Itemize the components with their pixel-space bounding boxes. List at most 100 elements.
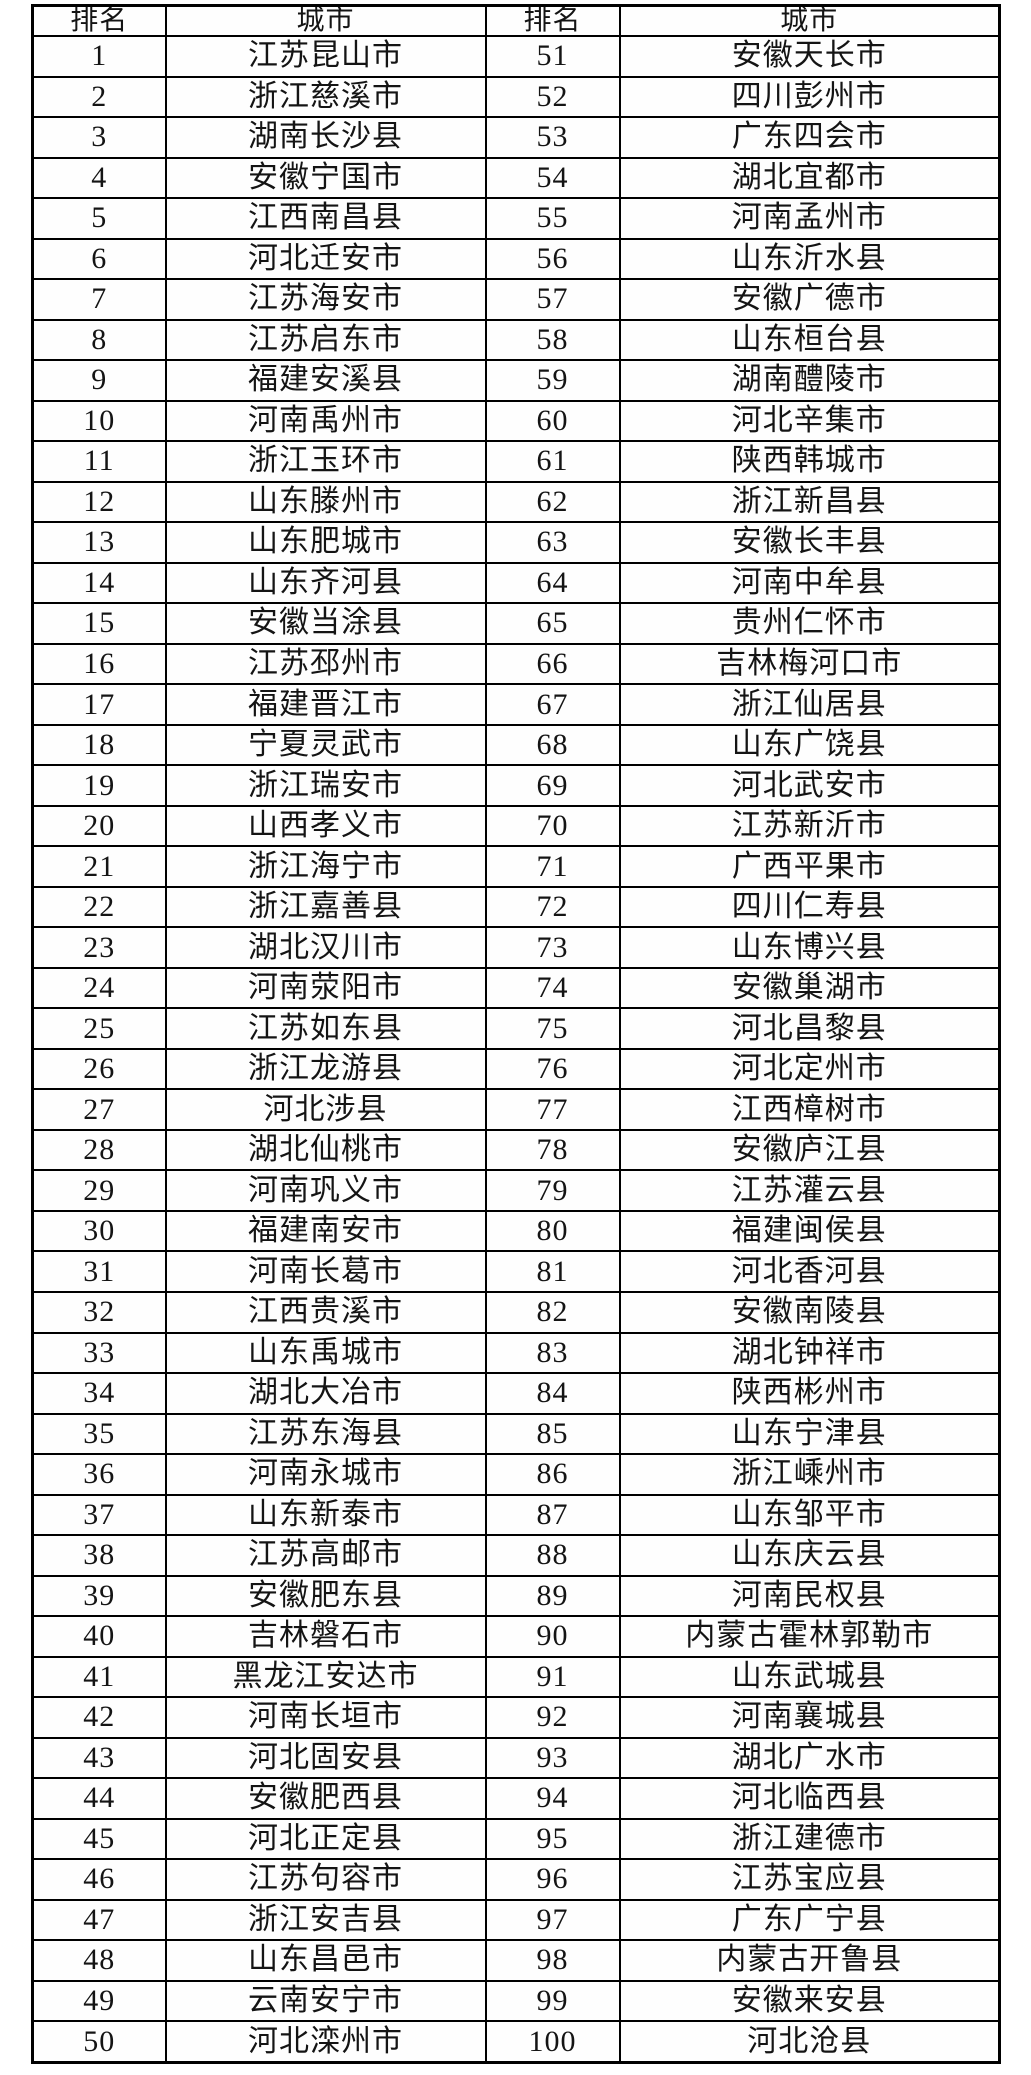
- rank-cell-left: 9: [31, 359, 167, 402]
- city-cell-right: 山东武城县: [618, 1655, 1001, 1699]
- city-cell-left: 江苏邳州市: [164, 642, 487, 686]
- city-cell-left: 福建安溪县: [164, 359, 487, 402]
- rank-cell-right: 52: [484, 75, 621, 119]
- rank-cell-right: 77: [484, 1088, 621, 1131]
- rank-cell-left: 32: [31, 1290, 167, 1334]
- city-cell-left: 吉林磐石市: [164, 1615, 487, 1658]
- table-row: 25 江苏如东县 75 河北昌黎县: [31, 1007, 1001, 1050]
- city-cell-right: 山东沂水县: [618, 237, 1001, 281]
- rank-cell-right: 55: [484, 197, 621, 240]
- city-cell-right: 河北临西县: [618, 1777, 1001, 1820]
- table-row: 5 江西南昌县 55 河南孟州市: [31, 197, 1001, 240]
- table-row: 32 江西贵溪市 82 安徽南陵县: [31, 1290, 1001, 1334]
- rank-cell-left: 27: [31, 1088, 167, 1131]
- city-cell-right: 河北辛集市: [618, 399, 1001, 443]
- city-cell-right: 江苏宝应县: [618, 1858, 1001, 1901]
- rank-cell-right: 76: [484, 1047, 621, 1091]
- rank-cell-right: 82: [484, 1290, 621, 1334]
- rank-cell-right: 85: [484, 1412, 621, 1456]
- city-cell-left: 河北涉县: [164, 1088, 487, 1131]
- rank-cell-left: 10: [31, 399, 167, 443]
- table-row: 12 山东滕州市 62 浙江新昌县: [31, 480, 1001, 524]
- city-cell-left: 江西贵溪市: [164, 1290, 487, 1334]
- city-cell-left: 山东新泰市: [164, 1493, 487, 1537]
- city-cell-right: 陕西彬州市: [618, 1372, 1001, 1415]
- city-cell-right: 广西平果市: [618, 845, 1001, 888]
- city-cell-left: 江苏东海县: [164, 1412, 487, 1456]
- city-cell-right: 浙江嵊州市: [618, 1453, 1001, 1496]
- city-cell-left: 安徽宁国市: [164, 156, 487, 200]
- city-cell-left: 安徽肥东县: [164, 1574, 487, 1618]
- city-cell-right: 福建闽侯县: [618, 1209, 1001, 1253]
- city-cell-right: 浙江建德市: [618, 1817, 1001, 1861]
- rank-cell-left: 2: [31, 75, 167, 119]
- rank-cell-right: 69: [484, 764, 621, 807]
- city-cell-left: 福建南安市: [164, 1209, 487, 1253]
- city-cell-left: 浙江瑞安市: [164, 764, 487, 807]
- city-cell-right: 广东广宁县: [618, 1898, 1001, 1942]
- rank-cell-left: 44: [31, 1777, 167, 1820]
- rank-cell-right: 100: [484, 2020, 621, 2064]
- rank-cell-right: 79: [484, 1169, 621, 1212]
- rank-cell-right: 54: [484, 156, 621, 200]
- city-cell-left: 山西孝义市: [164, 804, 487, 848]
- rank-cell-left: 24: [31, 966, 167, 1010]
- city-cell-left: 湖北大冶市: [164, 1372, 487, 1415]
- rank-cell-left: 35: [31, 1412, 167, 1456]
- rank-cell-right: 56: [484, 237, 621, 281]
- table-row: 23 湖北汉川市 73 山东博兴县: [31, 926, 1001, 969]
- rank-cell-left: 48: [31, 1939, 167, 1982]
- table-row: 3 湖南长沙县 53 广东四会市: [31, 116, 1001, 159]
- table-row: 34 湖北大冶市 84 陕西彬州市: [31, 1372, 1001, 1415]
- rank-cell-left: 50: [31, 2020, 167, 2064]
- city-cell-right: 安徽天长市: [618, 35, 1001, 78]
- rank-cell-left: 19: [31, 764, 167, 807]
- rank-cell-left: 17: [31, 683, 167, 726]
- rank-cell-right: 67: [484, 683, 621, 726]
- city-cell-right: 吉林梅河口市: [618, 642, 1001, 686]
- city-cell-right: 湖南醴陵市: [618, 359, 1001, 402]
- rank-cell-left: 29: [31, 1169, 167, 1212]
- rank-cell-left: 34: [31, 1372, 167, 1415]
- header-rank-left: 排名: [31, 4, 167, 37]
- rank-cell-left: 11: [31, 440, 167, 483]
- rank-cell-right: 57: [484, 278, 621, 321]
- city-cell-right: 河北香河县: [618, 1250, 1001, 1293]
- table-row: 2 浙江慈溪市 52 四川彭州市: [31, 75, 1001, 119]
- table-row: 6 河北迁安市 56 山东沂水县: [31, 237, 1001, 281]
- table-row: 20 山西孝义市 70 江苏新沂市: [31, 804, 1001, 848]
- city-cell-left: 河南巩义市: [164, 1169, 487, 1212]
- rank-cell-right: 53: [484, 116, 621, 159]
- city-cell-left: 河北正定县: [164, 1817, 487, 1861]
- rank-cell-right: 97: [484, 1898, 621, 1942]
- table-row: 24 河南荥阳市 74 安徽巢湖市: [31, 966, 1001, 1010]
- city-cell-left: 黑龙江安达市: [164, 1655, 487, 1699]
- table-row: 19 浙江瑞安市 69 河北武安市: [31, 764, 1001, 807]
- table-row: 27 河北涉县 77 江西樟树市: [31, 1088, 1001, 1131]
- city-cell-right: 山东宁津县: [618, 1412, 1001, 1456]
- table-row: 9 福建安溪县 59 湖南醴陵市: [31, 359, 1001, 402]
- city-cell-right: 山东桓台县: [618, 318, 1001, 362]
- city-ranking-table-container: 排名 城市 排名 城市 1 江苏昆山市 51 安徽天长市 2 浙江慈溪市 52 四川彭州市 3 湖…: [31, 4, 1001, 2064]
- rank-cell-right: 83: [484, 1331, 621, 1375]
- city-cell-left: 湖北汉川市: [164, 926, 487, 969]
- header-rank-right: 排名: [484, 4, 621, 37]
- table-row: 50 河北滦州市 100 河北沧县: [31, 2020, 1001, 2064]
- city-cell-right: 河北昌黎县: [618, 1007, 1001, 1050]
- rank-cell-left: 47: [31, 1898, 167, 1942]
- rank-cell-right: 89: [484, 1574, 621, 1618]
- rank-cell-left: 42: [31, 1696, 167, 1739]
- table-row: 43 河北固安县 93 湖北广水市: [31, 1736, 1001, 1780]
- city-cell-left: 云南安宁市: [164, 1979, 487, 2023]
- city-cell-right: 河南中牟县: [618, 561, 1001, 605]
- table-row: 37 山东新泰市 87 山东邹平市: [31, 1493, 1001, 1537]
- rank-cell-left: 8: [31, 318, 167, 362]
- city-cell-right: 浙江仙居县: [618, 683, 1001, 726]
- city-cell-left: 湖北仙桃市: [164, 1128, 487, 1172]
- table-row: 18 宁夏灵武市 68 山东广饶县: [31, 723, 1001, 767]
- city-ranking-table: 排名 城市 排名 城市 1 江苏昆山市 51 安徽天长市 2 浙江慈溪市 52 四川彭州市 3 湖…: [31, 4, 1001, 2064]
- city-cell-right: 山东邹平市: [618, 1493, 1001, 1537]
- rank-cell-left: 3: [31, 116, 167, 159]
- city-cell-right: 安徽巢湖市: [618, 966, 1001, 1010]
- city-cell-left: 江苏海安市: [164, 278, 487, 321]
